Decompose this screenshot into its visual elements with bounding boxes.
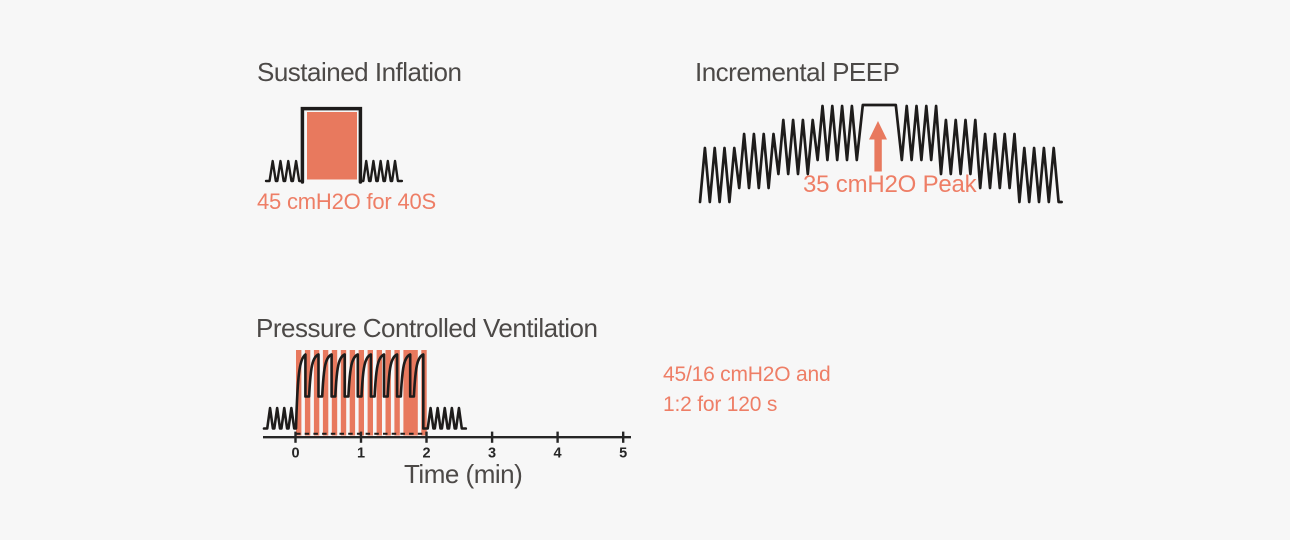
axis-tick-label: 5 (619, 446, 627, 462)
axis-tick-label: 1 (357, 446, 365, 462)
pcv-settings-note: 45/16 cmH2O and 1:2 for 120 s (663, 360, 831, 420)
si-inflation-outline (300, 106, 363, 184)
pcv-settings-note-line2: 1:2 for 120 s (663, 393, 778, 416)
axis-tick-label: 3 (488, 446, 496, 462)
axis-tick-label: 4 (554, 446, 562, 462)
pcv-bar (376, 350, 382, 436)
sustained-inflation-caption: 45 cmH2O for 40S (257, 189, 436, 214)
sustained-inflation-waveform (264, 106, 404, 184)
axis-tick-label: 0 (291, 446, 299, 462)
si-inflation-fill (307, 112, 357, 180)
pcv-bar (349, 350, 356, 436)
pcv-pressure-trace (262, 353, 468, 430)
incremental-peep-title: Incremental PEEP (695, 57, 900, 87)
time-axis-label: Time (min) (404, 459, 523, 489)
pcv-bar (322, 350, 329, 436)
pcv-waveform: 0 1 2 3 4 5 (262, 350, 631, 462)
up-arrow-shaft (874, 137, 882, 172)
pcv-title: Pressure Controlled Ventilation (256, 313, 598, 343)
pcv-bar (313, 350, 320, 436)
incremental-peep-waveform (698, 103, 1063, 204)
pcv-bar (304, 350, 311, 436)
si-right-breaths-trace (359, 159, 404, 183)
sustained-inflation-title: Sustained Inflation (257, 57, 462, 87)
axis-tick-label: 2 (422, 446, 430, 462)
up-arrow-icon (869, 121, 887, 140)
incremental-peep-peak-label: 35 cmH2O Peak (803, 171, 977, 198)
pcv-settings-note-line1: 45/16 cmH2O and (663, 363, 831, 386)
si-left-breaths-trace (264, 159, 302, 183)
peep-staircase-trace (698, 103, 1063, 204)
pcv-bar (403, 350, 413, 436)
